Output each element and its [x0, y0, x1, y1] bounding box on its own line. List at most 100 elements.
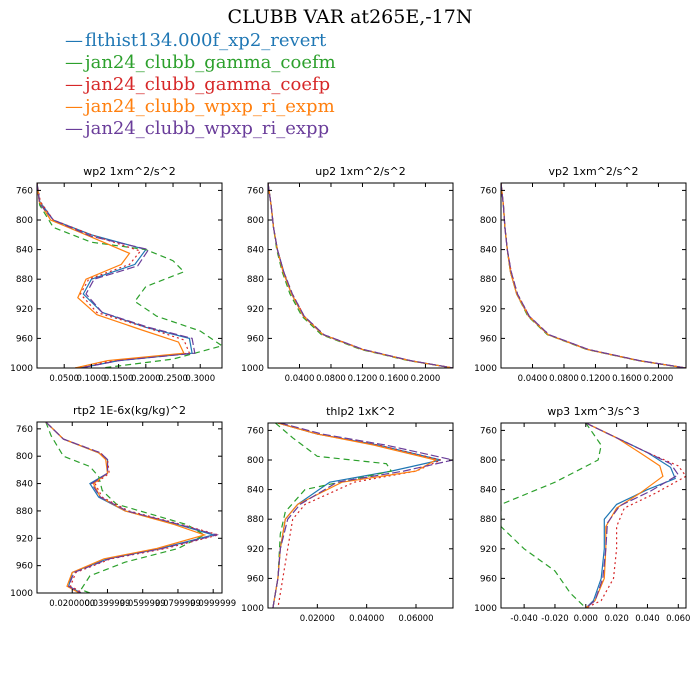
plot-frame — [36, 421, 223, 594]
x-tick-label: 0.2500 — [158, 374, 188, 384]
figure-title: CLUBB VAR at265E,-17N — [227, 6, 473, 28]
x-tick-label: 0.0800 — [549, 374, 579, 384]
y-tick-label: 840 — [480, 246, 497, 256]
series-line — [37, 183, 193, 368]
y-tick-label: 800 — [480, 456, 497, 466]
panel-title: up2 1xm^2/s^2 — [315, 165, 406, 178]
plot-frame — [267, 182, 454, 369]
series-line — [268, 183, 453, 368]
x-tick-label: 0.000 — [574, 614, 598, 624]
y-tick-label: 760 — [247, 426, 264, 436]
x-tick-label: 0.060 — [666, 614, 690, 624]
legend-item: — jan24_clubb_wpxp_ri_expp — [65, 118, 336, 140]
series-line — [585, 423, 676, 608]
series-line — [268, 183, 453, 368]
series-line — [45, 422, 206, 593]
series-line — [501, 423, 602, 608]
panel-title: thlp2 1xK^2 — [326, 405, 395, 418]
y-tick-label: 840 — [480, 486, 497, 496]
series-line — [45, 422, 207, 593]
y-tick-label: 800 — [247, 216, 264, 226]
y-tick-label: 1000 — [241, 364, 264, 374]
chart-panel: vp2 1xm^2/s^2 760 800 840 880 920 960 1000 0.040… — [474, 165, 687, 384]
legend-item: — flthist134.000f_xp2_revert — [65, 30, 336, 52]
y-tick-label: 840 — [247, 486, 264, 496]
panel-title: rtp2 1E-6x(kg/kg)^2 — [73, 404, 186, 417]
series-line — [501, 183, 686, 368]
series-line — [268, 183, 453, 368]
y-tick-label: 960 — [480, 334, 497, 344]
x-tick-label: 0.020 — [604, 614, 628, 624]
series-line — [272, 423, 441, 608]
series-line — [268, 183, 453, 368]
x-tick-label: 0.1600 — [612, 374, 642, 384]
x-tick-label: 0.1200 — [581, 374, 611, 384]
y-tick-label: 960 — [480, 574, 497, 584]
y-tick-label: 920 — [480, 305, 497, 315]
series-line — [37, 183, 191, 368]
x-tick-label: 0.2000 — [131, 374, 161, 384]
x-tick-label: 0.040 — [635, 614, 659, 624]
panel-title: wp3 1xm^3/s^3 — [547, 405, 640, 418]
x-tick-label: 0.0500 — [49, 374, 79, 384]
plot-frame — [267, 422, 454, 609]
series-line — [501, 183, 686, 368]
legend-line-icon: — — [65, 30, 83, 51]
series-line — [272, 423, 453, 608]
plot-frame — [500, 422, 687, 609]
chart-panel: up2 1xm^2/s^2 760 800 840 880 920 960 1000 0.040… — [241, 165, 454, 384]
x-tick-label: 0.0399999 — [84, 599, 130, 609]
y-tick-label: 760 — [16, 186, 33, 196]
y-tick-label: 1000 — [474, 364, 497, 374]
y-tick-label: 960 — [16, 562, 33, 572]
series-line — [585, 423, 680, 608]
series-line — [45, 422, 216, 593]
x-tick-label: 0.1600 — [379, 374, 409, 384]
series-line — [268, 183, 453, 368]
x-tick-label: 0.0400 — [285, 374, 315, 384]
chart-panel: thlp2 1xK^2 760 800 840 880 920 960 1000 0.02000… — [241, 405, 454, 624]
y-tick-label: 1000 — [241, 604, 264, 614]
series-line — [37, 183, 196, 368]
y-tick-label: 800 — [247, 456, 264, 466]
y-tick-label: 800 — [480, 216, 497, 226]
legend-item: — jan24_clubb_gamma_coefp — [65, 74, 336, 96]
x-tick-label: 0.0400 — [518, 374, 548, 384]
y-tick-label: 880 — [480, 515, 497, 525]
x-tick-label: 0.1200 — [348, 374, 378, 384]
series-line — [45, 422, 220, 593]
y-tick-label: 760 — [16, 425, 33, 435]
legend-label: flthist134.000f_xp2_revert — [85, 30, 327, 51]
plot-frame — [500, 182, 687, 369]
x-tick-label: -0.040 — [510, 614, 537, 624]
y-tick-label: 880 — [16, 507, 33, 517]
y-tick-label: 800 — [16, 216, 33, 226]
legend-line-icon: — — [65, 118, 83, 139]
y-tick-label: 840 — [247, 246, 264, 256]
x-tick-label: 0.0599999 — [120, 599, 166, 609]
y-tick-label: 1000 — [10, 589, 33, 599]
y-tick-label: 880 — [247, 275, 264, 285]
chart-panel: wp3 1xm^3/s^3 760 800 840 880 920 960 1000 -0.04… — [474, 405, 690, 624]
y-tick-label: 920 — [16, 534, 33, 544]
series-line — [37, 183, 185, 368]
x-tick-label: 0.2000 — [644, 374, 674, 384]
x-tick-label: 0.3000 — [185, 374, 215, 384]
y-tick-label: 960 — [16, 334, 33, 344]
x-tick-label: 0.0799999 — [155, 599, 201, 609]
legend-line-icon: — — [65, 52, 83, 73]
series-line — [501, 183, 686, 368]
x-tick-label: 0.0800 — [316, 374, 346, 384]
legend-label: jan24_clubb_wpxp_ri_expm — [85, 96, 335, 117]
y-tick-label: 880 — [16, 275, 33, 285]
y-tick-label: 880 — [247, 515, 264, 525]
x-tick-label: 0.06000 — [398, 614, 433, 624]
y-tick-label: 920 — [480, 545, 497, 555]
series-line — [37, 183, 222, 368]
x-tick-label: 0.04000 — [349, 614, 384, 624]
series-line — [585, 423, 664, 608]
legend-label: jan24_clubb_gamma_coefm — [85, 52, 336, 73]
legend-line-icon: — — [65, 96, 83, 117]
y-tick-label: 760 — [247, 186, 264, 196]
